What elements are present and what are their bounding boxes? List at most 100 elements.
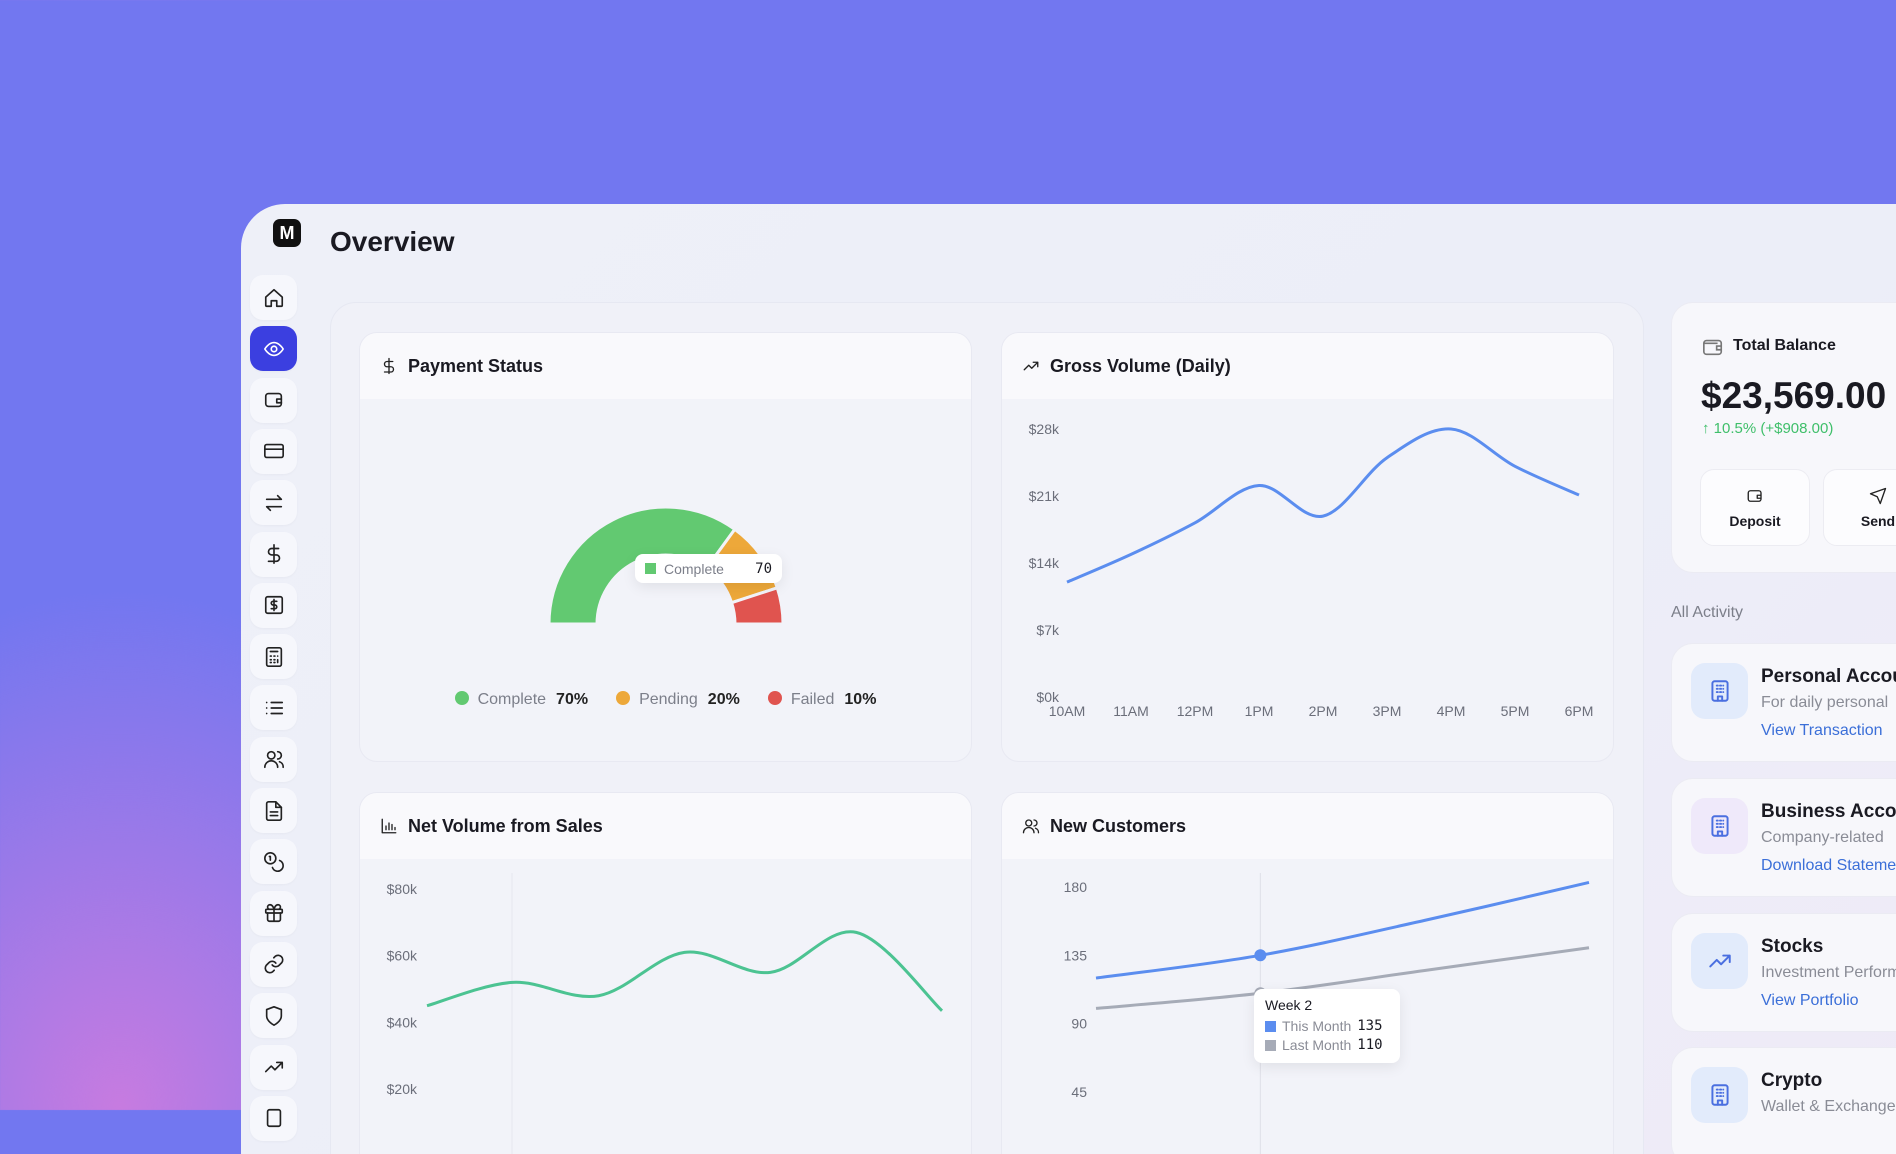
activity-link[interactable]: Download Statement bbox=[1761, 857, 1896, 874]
sidebar-item-wallet[interactable] bbox=[250, 377, 297, 423]
y-tick-label: $0k bbox=[1036, 689, 1060, 705]
gross-volume-chart: $0k $7k $14k $21k $28k 10AM 11AM 12PM 1PM 2PM 3PM 4… bbox=[1029, 421, 1594, 719]
sidebar-item-document[interactable] bbox=[250, 788, 297, 833]
shield-icon bbox=[265, 1005, 282, 1026]
tooltip-title: Week 2 bbox=[1265, 997, 1313, 1013]
send-button[interactable]: Send bbox=[1823, 469, 1896, 546]
gauge-slice-complete bbox=[547, 505, 737, 626]
total-balance-card: Total Balance $23,569.00 ↑ 10.5% (+$908.… bbox=[1671, 302, 1896, 573]
sidebar-item-shield[interactable] bbox=[250, 993, 297, 1039]
tooltip-label: Complete bbox=[664, 560, 724, 577]
tooltip-value: 70 bbox=[755, 560, 772, 577]
activity-item[interactable]: Stocks Investment Performance View Portfol… bbox=[1671, 913, 1896, 1032]
sidebar-item-bill[interactable] bbox=[250, 582, 297, 628]
sidebar-item-gift[interactable] bbox=[250, 890, 297, 936]
sidebar-item-coins[interactable] bbox=[250, 839, 297, 885]
button-label: Deposit bbox=[1729, 512, 1781, 529]
sidebar-item-receipt[interactable] bbox=[250, 1095, 297, 1141]
activity-subtitle: Company-related bbox=[1761, 829, 1884, 846]
trending-up-icon bbox=[264, 1061, 283, 1073]
customers-tooltip: Week 2 This Month 135 Last Month 110 bbox=[1254, 989, 1400, 1063]
building-icon bbox=[1710, 680, 1729, 702]
y-tick-label: 90 bbox=[1071, 1016, 1087, 1032]
series-line-this-month bbox=[1095, 880, 1590, 980]
payment-status-card: Payment Status Complete 70 Complete 70% Pe… bbox=[359, 332, 972, 762]
tooltip-label: Last Month bbox=[1282, 1037, 1352, 1053]
gauge-slice-failed bbox=[729, 585, 785, 626]
icon-box bbox=[1691, 798, 1748, 854]
legend-item: Complete 70% bbox=[454, 691, 589, 709]
legend-item: Failed 10% bbox=[767, 691, 877, 709]
x-tick-label: 5PM bbox=[1501, 703, 1530, 719]
new-customers-chart: 45 90 135 180 bbox=[1064, 873, 1590, 1154]
activity-item[interactable]: Personal Account For daily personal View T… bbox=[1671, 643, 1896, 762]
y-tick-label: $40k bbox=[387, 1014, 418, 1030]
net-volume-card: Net Volume from Sales $20k $40k $60k $80k bbox=[359, 792, 972, 1154]
activity-title: Crypto bbox=[1761, 1070, 1823, 1091]
activity-subtitle: For daily personal bbox=[1761, 694, 1889, 711]
y-tick-label: $28k bbox=[1029, 421, 1060, 437]
link-icon bbox=[263, 954, 284, 974]
activity-subtitle: Wallet & Exchange bbox=[1761, 1098, 1896, 1115]
sidebar-item-link[interactable] bbox=[250, 941, 297, 987]
sidebar-item-credit-card[interactable] bbox=[250, 428, 297, 474]
x-tick-label: 2PM bbox=[1309, 703, 1338, 719]
activity-item[interactable]: Business Account Company-related Download … bbox=[1671, 778, 1896, 897]
sidebar-item-transfer[interactable] bbox=[250, 480, 297, 526]
activity-title: Personal Account bbox=[1761, 666, 1896, 687]
coins-icon bbox=[263, 851, 284, 872]
y-tick-label: $60k bbox=[387, 948, 418, 964]
icon-box bbox=[1691, 933, 1748, 989]
legend-value: 10% bbox=[844, 691, 877, 708]
logo: M bbox=[273, 219, 301, 247]
sidebar-item-list[interactable] bbox=[250, 685, 297, 731]
activity-link[interactable]: View Portfolio bbox=[1761, 992, 1859, 1009]
legend-value: 70% bbox=[556, 691, 589, 708]
tooltip-label: This Month bbox=[1282, 1018, 1352, 1034]
y-tick-label: $14k bbox=[1029, 555, 1060, 571]
card-title: Net Volume from Sales bbox=[408, 815, 603, 836]
x-tick-label: 12PM bbox=[1177, 703, 1214, 719]
home-icon bbox=[264, 288, 283, 307]
x-tick-label: 1PM bbox=[1245, 703, 1274, 719]
swatch bbox=[645, 563, 656, 574]
y-tick-label: $21k bbox=[1029, 488, 1060, 504]
legend-dot bbox=[616, 691, 631, 705]
sidebar-item-eye[interactable] bbox=[250, 326, 297, 372]
sidebar-item-home[interactable] bbox=[250, 275, 297, 320]
gift-icon bbox=[264, 904, 283, 923]
wallet-icon bbox=[1747, 489, 1762, 502]
active-point bbox=[1254, 949, 1267, 962]
card-title: New Customers bbox=[1050, 815, 1187, 836]
activity-title: Business Account bbox=[1761, 801, 1896, 822]
button-label: Send bbox=[1860, 512, 1896, 529]
tooltip-value: 110 bbox=[1357, 1037, 1383, 1053]
sidebar-item-dollar[interactable] bbox=[250, 531, 297, 577]
legend-label: Failed bbox=[790, 691, 835, 708]
card-title: Gross Volume (Daily) bbox=[1050, 355, 1231, 376]
trending-up-icon bbox=[1023, 361, 1039, 371]
y-tick-label: $20k bbox=[387, 1081, 418, 1097]
y-tick-label: 135 bbox=[1064, 947, 1088, 963]
balance-amount: $23,569.00 bbox=[1701, 375, 1887, 416]
series-line-last-month bbox=[1095, 946, 1590, 1010]
users-icon bbox=[1022, 819, 1040, 834]
deposit-button[interactable]: Deposit bbox=[1700, 469, 1810, 546]
activity-item[interactable]: Crypto Wallet & Exchange bbox=[1671, 1047, 1896, 1154]
credit-card-icon bbox=[263, 444, 284, 459]
icon-box bbox=[1691, 663, 1748, 719]
sidebar-item-trending-up[interactable] bbox=[250, 1044, 297, 1090]
activity-heading: All Activity bbox=[1671, 604, 1744, 621]
sidebar-item-users[interactable] bbox=[250, 736, 297, 782]
sidebar-item-calculator[interactable] bbox=[250, 634, 297, 680]
list-icon bbox=[265, 701, 283, 715]
activity-link[interactable]: View Transaction bbox=[1761, 722, 1883, 739]
y-tick-label: $7k bbox=[1036, 622, 1060, 638]
receipt-icon bbox=[266, 1109, 281, 1128]
balance-change: ↑ 10.5% (+$908.00) bbox=[1702, 420, 1834, 437]
wallet-icon bbox=[1703, 339, 1723, 356]
net-volume-line bbox=[426, 930, 944, 1012]
card-title: Payment Status bbox=[408, 355, 544, 376]
app-window: M Overview Payment Status Complete 70 Co… bbox=[241, 204, 1896, 1154]
icon-box bbox=[1691, 1067, 1748, 1123]
